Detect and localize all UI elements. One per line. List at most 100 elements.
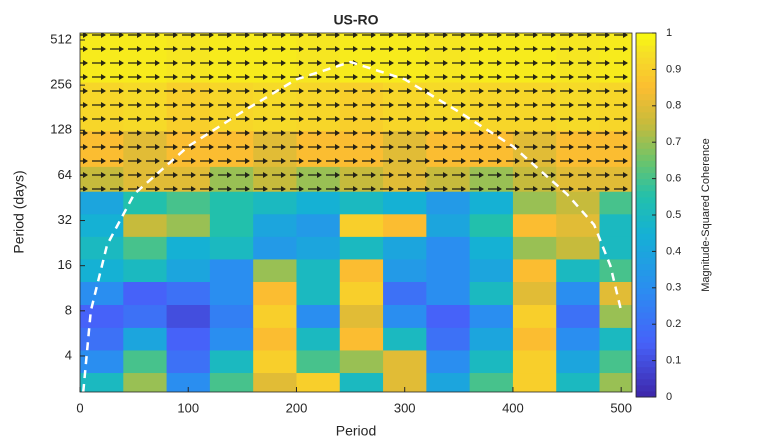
heatmap-cell bbox=[123, 304, 168, 328]
heatmap-cell bbox=[296, 349, 341, 374]
heatmap-cell bbox=[253, 213, 297, 237]
x-tick-label: 100 bbox=[177, 400, 199, 415]
colorbar-tick-label: 0.9 bbox=[666, 63, 681, 75]
heatmap-cell bbox=[556, 213, 601, 237]
heatmap-cell bbox=[209, 327, 254, 351]
heatmap-cell bbox=[253, 327, 297, 351]
heatmap-cell bbox=[599, 327, 632, 351]
heatmap-cell bbox=[383, 258, 427, 283]
colorbar-tick-label: 0.8 bbox=[666, 100, 681, 112]
heatmap-cell bbox=[339, 281, 384, 306]
heatmap-cell bbox=[556, 281, 601, 306]
heatmap-cell bbox=[123, 327, 168, 351]
heatmap-cell bbox=[512, 372, 557, 392]
heatmap-cell bbox=[512, 327, 557, 351]
colorbar-segment bbox=[636, 342, 656, 349]
colorbar-segment bbox=[636, 160, 656, 167]
heatmap-cell bbox=[123, 258, 168, 283]
heatmap-cell bbox=[426, 281, 471, 306]
heatmap-cell bbox=[599, 304, 632, 328]
heatmap-cell bbox=[253, 304, 297, 328]
heatmap-cell bbox=[296, 191, 341, 215]
heatmap-cell bbox=[426, 327, 471, 351]
colorbar-segment bbox=[636, 299, 656, 307]
colorbar-segment bbox=[636, 330, 656, 337]
heatmap-cell bbox=[469, 213, 514, 237]
colorbar-segment bbox=[636, 378, 656, 386]
heatmap-cell bbox=[166, 191, 211, 215]
colorbar-segment bbox=[636, 172, 656, 180]
y-tick-label: 64 bbox=[58, 167, 72, 182]
heatmap-cell bbox=[383, 236, 427, 260]
heatmap-cell bbox=[426, 236, 471, 260]
colorbar-segment bbox=[636, 99, 656, 107]
heatmap-cell bbox=[426, 258, 471, 283]
colorbar-segment bbox=[636, 81, 656, 89]
heatmap-cell bbox=[80, 304, 124, 328]
colorbar-tick-label: 0.4 bbox=[666, 245, 681, 257]
colorbar-tick-label: 0.1 bbox=[666, 355, 681, 367]
heatmap-cell bbox=[339, 372, 384, 392]
heatmap-cell bbox=[599, 213, 632, 237]
heatmap-cell bbox=[383, 327, 427, 351]
heatmap-cell bbox=[253, 191, 297, 215]
heatmap-cell bbox=[469, 304, 514, 328]
heatmap-cell bbox=[426, 349, 471, 374]
colorbar-tick-label: 0.3 bbox=[666, 282, 681, 294]
colorbar-segment bbox=[636, 354, 656, 362]
colorbar-segment bbox=[636, 360, 656, 368]
phase-arrows bbox=[80, 33, 632, 192]
heatmap-cell bbox=[166, 372, 211, 392]
colorbar-segment bbox=[636, 348, 656, 356]
heatmap-cell bbox=[426, 213, 471, 237]
heatmap-cell bbox=[209, 372, 254, 392]
heatmap-cell bbox=[123, 349, 168, 374]
heatmap-cell bbox=[469, 349, 514, 374]
heatmap-cell bbox=[209, 349, 254, 374]
colorbar-segment bbox=[636, 136, 656, 143]
colorbar-segment bbox=[636, 239, 656, 246]
heatmap-cell bbox=[556, 191, 601, 215]
y-tick-label: 32 bbox=[58, 212, 72, 227]
colorbar-segment bbox=[636, 384, 656, 392]
heatmap-cell bbox=[512, 191, 557, 215]
heatmap-cell bbox=[80, 372, 124, 392]
heatmap-cell bbox=[556, 236, 601, 260]
colorbar-segment bbox=[636, 184, 656, 192]
colorbar-segment bbox=[636, 263, 656, 271]
colorbar-segment bbox=[636, 45, 656, 52]
heatmap-cell bbox=[599, 349, 632, 374]
heatmap-cell bbox=[339, 213, 384, 237]
heatmap-cell bbox=[123, 236, 168, 260]
heatmap-cell bbox=[339, 349, 384, 374]
colorbar-segment bbox=[636, 233, 656, 240]
colorbar-segment bbox=[636, 69, 656, 76]
heatmap-cell bbox=[209, 236, 254, 260]
heatmap-cell bbox=[296, 281, 341, 306]
heatmap-cell bbox=[512, 258, 557, 283]
heatmap-cell bbox=[426, 191, 471, 215]
colorbar-segment bbox=[636, 33, 656, 40]
colorbar-segment bbox=[636, 124, 656, 131]
colorbar-segment bbox=[636, 105, 656, 113]
heatmap-cell bbox=[469, 327, 514, 351]
colorbar-segment bbox=[636, 366, 656, 374]
heatmap-cell bbox=[383, 349, 427, 374]
heatmap-cell bbox=[296, 372, 341, 392]
heatmap-cell bbox=[253, 372, 297, 392]
heatmap-cell bbox=[383, 372, 427, 392]
y-tick-label: 8 bbox=[65, 302, 72, 317]
y-tick-label: 16 bbox=[58, 257, 72, 272]
x-tick-label: 500 bbox=[610, 400, 632, 415]
colorbar-segment bbox=[636, 269, 656, 277]
heatmap-cell bbox=[556, 258, 601, 283]
colorbar-segment bbox=[636, 318, 656, 325]
heatmap-cell bbox=[339, 304, 384, 328]
heatmap-cell bbox=[426, 372, 471, 392]
heatmap-cell bbox=[383, 304, 427, 328]
colorbar-segment bbox=[636, 166, 656, 174]
x-tick-label: 200 bbox=[286, 400, 308, 415]
colorbar-segment bbox=[636, 130, 656, 137]
colorbar-segment bbox=[636, 227, 656, 234]
colorbar-segment bbox=[636, 51, 656, 58]
